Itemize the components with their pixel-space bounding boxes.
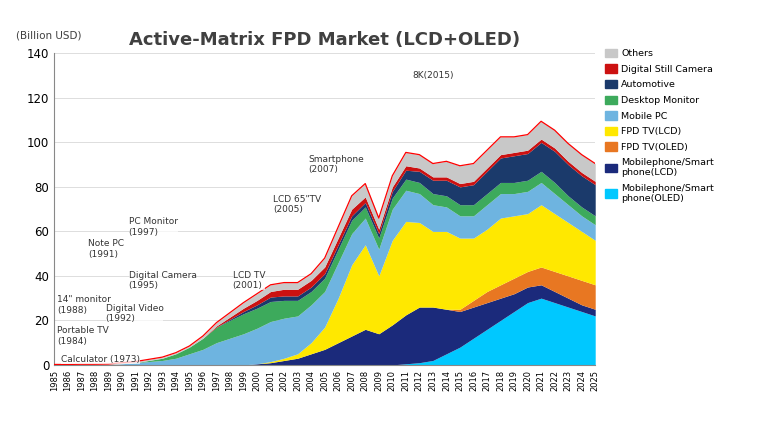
Text: Smartphone
(2007): Smartphone (2007) (308, 155, 364, 174)
Text: 14" monitor
(1988): 14" monitor (1988) (57, 295, 111, 315)
Text: (Billion USD): (Billion USD) (16, 31, 82, 41)
Text: LCD TV
(2001): LCD TV (2001) (233, 271, 265, 290)
Text: Calculator (1973): Calculator (1973) (61, 355, 140, 364)
Text: Digital Camera
(1995): Digital Camera (1995) (128, 271, 196, 290)
Title: Active-Matrix FPD Market (LCD+OLED): Active-Matrix FPD Market (LCD+OLED) (129, 31, 520, 49)
Text: PC Monitor
(1997): PC Monitor (1997) (128, 217, 178, 237)
Text: Portable TV
(1984): Portable TV (1984) (57, 326, 108, 346)
Text: 8K(2015): 8K(2015) (413, 71, 454, 80)
Text: Note PC
(1991): Note PC (1991) (88, 239, 124, 259)
Text: Digital Video
(1992): Digital Video (1992) (106, 304, 163, 324)
Legend: Others, Digital Still Camera, Automotive, Desktop Monitor, Mobile PC, FPD TV(LCD: Others, Digital Still Camera, Automotive… (605, 49, 714, 203)
Text: LCD 65"TV
(2005): LCD 65"TV (2005) (274, 195, 322, 214)
